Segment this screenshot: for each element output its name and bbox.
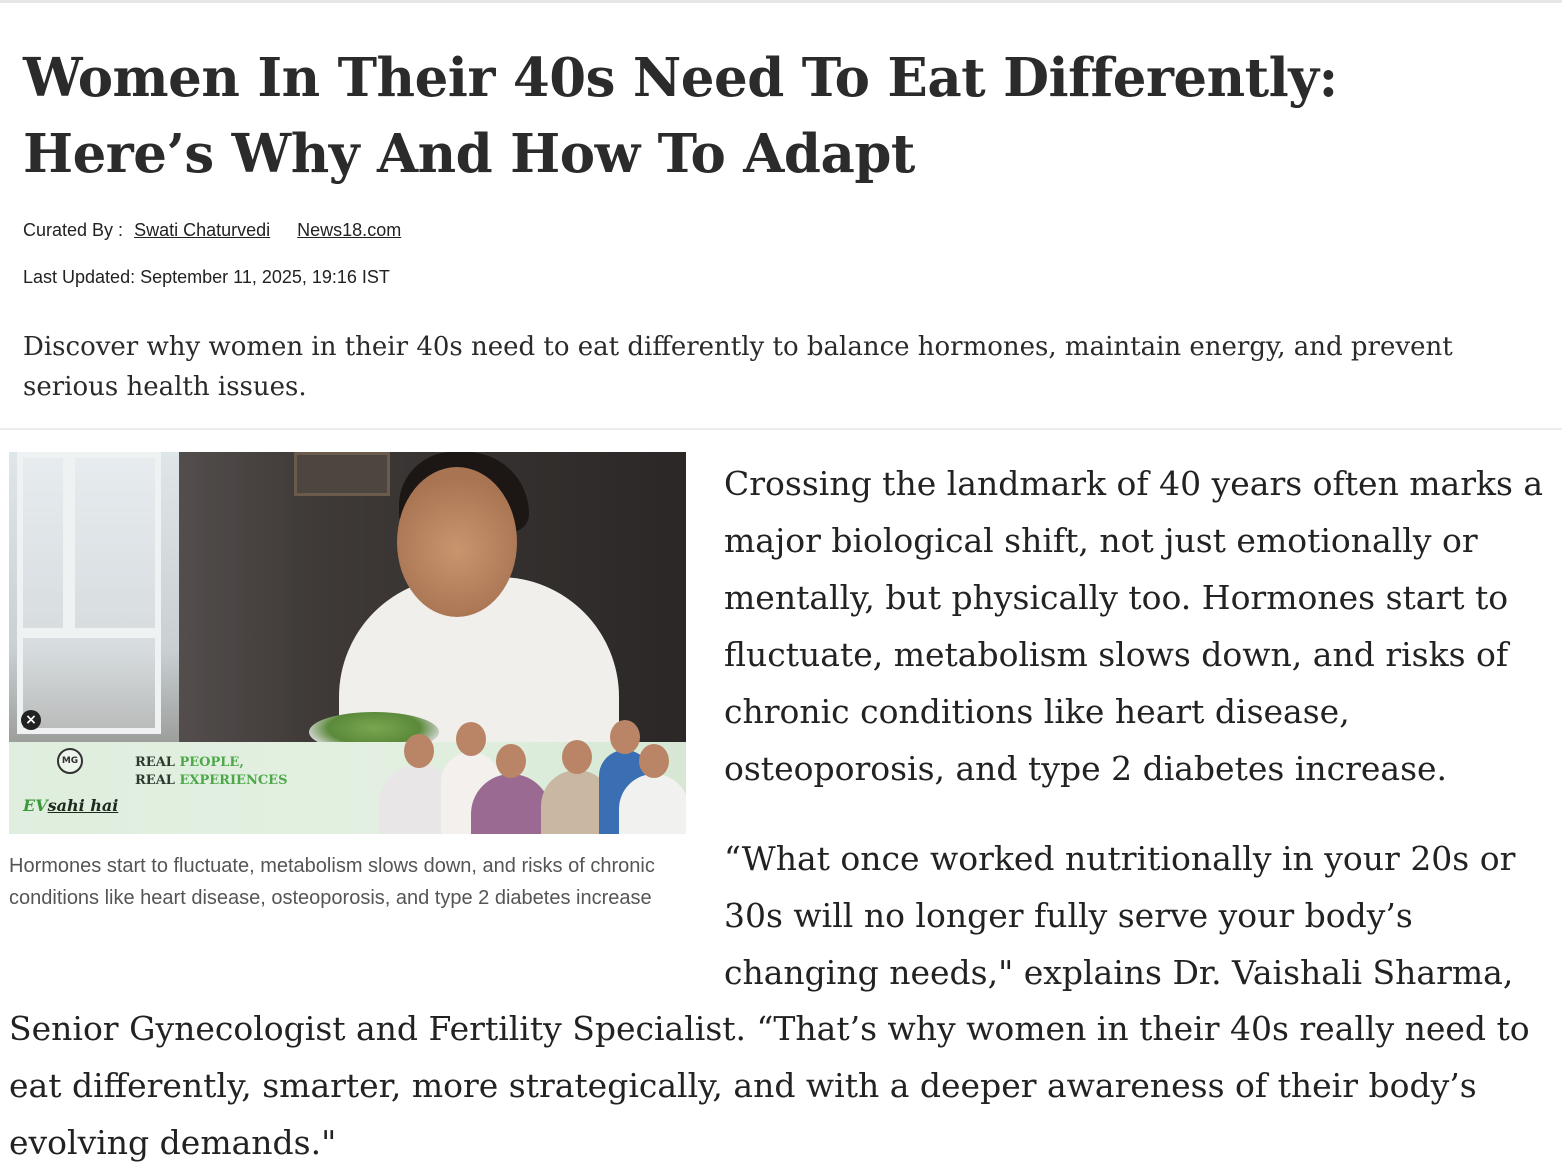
paragraph-2-lower: Senior Gynecologist and Fertility Specia…	[9, 1000, 1549, 1171]
paragraph-2-line-3: changing needs," explains Dr. Vaishali S…	[724, 953, 1514, 992]
curated-by-label: Curated By :	[23, 220, 124, 240]
ad-brand: EVsahi hai	[23, 796, 118, 815]
last-updated-value: September 11, 2025, 19:16 IST	[140, 267, 390, 287]
byline: Curated By : Swati Chaturvedi News18.com	[23, 220, 401, 241]
paragraph-1: Crossing the landmark of 40 years often …	[724, 455, 1544, 797]
article-figure: × MG REAL PEOPLE, REAL EXPERIENCES EVsah…	[9, 452, 686, 914]
article-header: Women In Their 40s Need To Eat Different…	[23, 40, 1503, 192]
ad-tagline-people: PEOPLE,	[179, 755, 244, 770]
window-graphic	[9, 452, 179, 782]
article-photo: × MG REAL PEOPLE, REAL EXPERIENCES EVsah…	[9, 452, 686, 834]
wall-frame-graphic	[294, 452, 390, 496]
paragraph-2-line-2: 30s will no longer fully serve your body…	[724, 896, 1413, 935]
top-border	[0, 0, 1562, 3]
author-link[interactable]: Swati Chaturvedi	[134, 220, 271, 240]
paragraph-1-line-5: chronic conditions like heart disease,	[724, 692, 1350, 731]
ad-brand-ev: EV	[23, 796, 48, 815]
article-title: Women In Their 40s Need To Eat Different…	[23, 40, 1503, 192]
paragraph-2-upper: “What once worked nutritionally in your …	[724, 830, 1544, 1001]
photo-caption: Hormones start to fluctuate, metabolism …	[9, 855, 655, 909]
paragraph-1-line-6: osteoporosis, and type 2 diabetes increa…	[724, 749, 1448, 788]
source-link[interactable]: News18.com	[297, 220, 402, 240]
paragraph-1-line-3: mentally, but physically too. Hormones s…	[724, 578, 1509, 617]
paragraph-2-line-6: evolving demands."	[9, 1123, 337, 1162]
last-updated-label: Last Updated:	[23, 267, 136, 287]
ad-tagline-real-2: REAL	[135, 773, 175, 788]
title-line-1: Women In Their 40s Need To Eat Different…	[23, 47, 1338, 109]
paragraph-2-line-4: Senior Gynecologist and Fertility Specia…	[9, 1009, 1530, 1048]
paragraph-2-line-1: “What once worked nutritionally in your …	[724, 839, 1516, 878]
close-ad-icon[interactable]: ×	[21, 710, 41, 730]
ad-tagline-experiences: EXPERIENCES	[179, 773, 288, 788]
paragraph-2-line-5: eat differently, smarter, more strategic…	[9, 1066, 1477, 1105]
paragraph-1-line-1: Crossing the landmark of 40 years often …	[724, 464, 1544, 503]
title-line-2: Here’s Why And How To Adapt	[23, 123, 915, 185]
ad-tagline: REAL PEOPLE, REAL EXPERIENCES	[135, 754, 287, 790]
paragraph-1-line-4: fluctuate, metabolism slows down, and ri…	[724, 635, 1509, 674]
face-graphic	[397, 467, 517, 617]
last-updated: Last Updated: September 11, 2025, 19:16 …	[23, 267, 390, 288]
section-divider	[0, 428, 1562, 430]
ad-tagline-real-1: REAL	[135, 755, 175, 770]
ad-logo: MG	[57, 748, 83, 774]
ad-brand-rest: sahi hai	[47, 796, 119, 815]
article-summary: Discover why women in their 40s need to …	[23, 332, 1453, 402]
paragraph-1-line-2: major biological shift, not just emotion…	[724, 521, 1478, 560]
ad-people-graphic	[371, 720, 686, 834]
